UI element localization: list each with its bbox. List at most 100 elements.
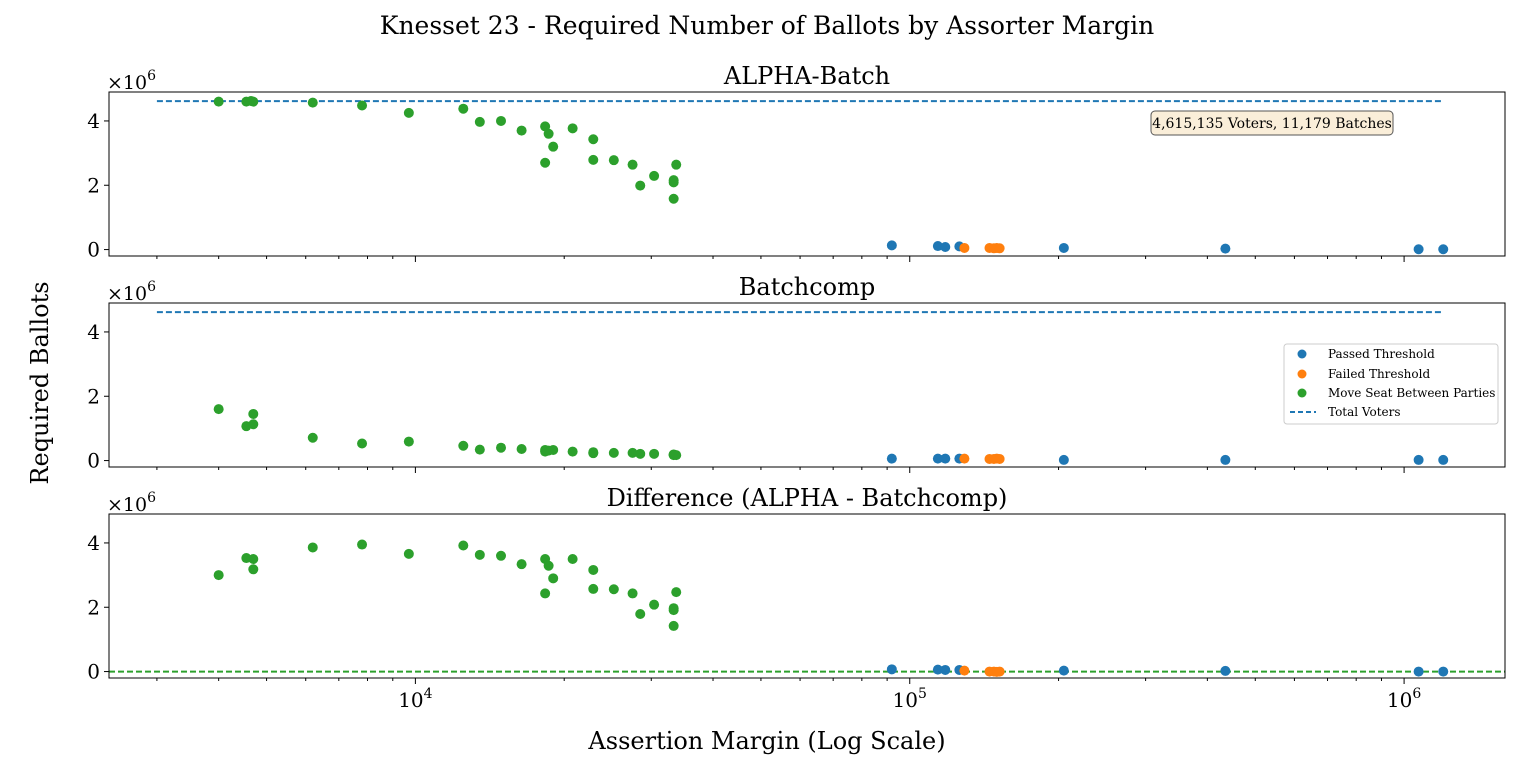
move-point — [357, 539, 368, 550]
move-point — [588, 154, 599, 165]
x-tick-label: 105 — [893, 686, 927, 712]
move-point — [627, 588, 638, 599]
legend-move-label: Move Seat Between Parties — [1328, 386, 1495, 400]
legend-failed-marker — [1297, 369, 1307, 379]
legend-passed-marker — [1297, 349, 1307, 359]
move-point — [567, 123, 578, 134]
y-axis-label: Required Ballots — [26, 281, 54, 484]
failed-point — [994, 453, 1005, 464]
panel-title: Difference (ALPHA - Batchcomp) — [607, 484, 1008, 512]
y-tick-label: 2 — [87, 173, 100, 197]
legend-failed-label: Failed Threshold — [1328, 367, 1430, 381]
move-point — [671, 450, 682, 461]
move-point — [248, 554, 259, 565]
failed-point — [994, 243, 1005, 254]
y-offset-label: ×106 — [107, 490, 156, 516]
move-point — [496, 442, 507, 453]
passed-point — [932, 241, 943, 252]
passed-point — [1438, 454, 1449, 465]
move-point — [548, 444, 559, 455]
passed-point — [1058, 454, 1069, 465]
passed-point — [886, 453, 897, 464]
y-tick-label: 2 — [87, 595, 100, 619]
move-point — [543, 128, 554, 139]
move-point — [548, 573, 559, 584]
passed-point — [940, 241, 951, 252]
passed-point — [1058, 242, 1069, 253]
passed-point — [1413, 454, 1424, 465]
panel-1: ALPHA-Batch ×106 0 2 4 — [87, 62, 1506, 262]
move-point — [516, 125, 527, 136]
move-point — [307, 542, 318, 553]
panels: ALPHA-Batch×106024Batchcomp×106024Differ… — [87, 62, 1506, 712]
passed-point — [1413, 244, 1424, 255]
move-point — [248, 564, 259, 575]
move-point — [668, 605, 679, 616]
move-point — [474, 444, 485, 455]
panel-title: ALPHA-Batch — [723, 62, 890, 90]
move-point — [516, 559, 527, 570]
move-point — [649, 170, 660, 181]
passed-point — [932, 453, 943, 464]
move-point — [357, 100, 368, 111]
passed-point — [1220, 665, 1231, 676]
move-point — [627, 159, 638, 170]
move-point — [307, 432, 318, 443]
move-point — [635, 448, 646, 459]
move-point — [496, 115, 507, 126]
move-point — [671, 159, 682, 170]
y-tick-label: 4 — [87, 320, 100, 344]
move-point — [248, 419, 259, 430]
move-point — [403, 107, 414, 118]
move-point — [608, 155, 619, 166]
y-offset-label: ×106 — [107, 68, 156, 94]
move-point — [458, 440, 469, 451]
move-point — [649, 599, 660, 610]
failed-point — [959, 453, 970, 464]
move-point — [458, 540, 469, 551]
panel-3: Difference (ALPHA - Batchcomp) ×106 0 2 4 104… — [87, 484, 1506, 712]
move-point — [213, 96, 224, 107]
y-offset-label: ×106 — [107, 279, 156, 305]
panel-frame — [108, 513, 1506, 679]
move-point — [649, 448, 660, 459]
move-point — [474, 549, 485, 560]
passed-point — [932, 664, 943, 675]
passed-point — [1438, 244, 1449, 255]
y-tick-label: 4 — [87, 531, 100, 555]
move-point — [668, 193, 679, 204]
passed-point — [940, 453, 951, 464]
move-point — [543, 560, 554, 571]
figure-title: Knesset 23 - Required Number of Ballots … — [380, 11, 1154, 40]
move-point — [567, 446, 578, 457]
move-point — [403, 548, 414, 559]
move-point — [588, 564, 599, 575]
move-point — [403, 436, 414, 447]
move-point — [474, 116, 485, 127]
passed-point — [886, 664, 897, 675]
move-point — [540, 588, 551, 599]
panel-2: Batchcomp ×106 0 2 4 — [87, 273, 1506, 473]
move-point — [588, 448, 599, 459]
legend-box — [1283, 343, 1499, 425]
move-point — [307, 97, 318, 108]
failed-point — [959, 665, 970, 676]
x-tick-label: 104 — [398, 686, 432, 712]
move-point — [671, 587, 682, 598]
move-point — [668, 620, 679, 631]
move-point — [668, 177, 679, 188]
move-point — [588, 583, 599, 594]
move-point — [496, 550, 507, 561]
x-tick-label: 106 — [1387, 686, 1421, 712]
annotation-text: 4,615,135 Voters, 11,179 Batches — [1152, 116, 1392, 132]
passed-point — [886, 240, 897, 251]
move-point — [248, 408, 259, 419]
x-axis-label: Assertion Margin (Log Scale) — [587, 727, 945, 755]
y-tick-label: 2 — [87, 384, 100, 408]
panel-frame — [108, 302, 1506, 468]
passed-point — [1058, 665, 1069, 676]
legend: Passed Threshold Failed Threshold Move S… — [1283, 343, 1499, 425]
move-point — [516, 443, 527, 454]
panel-title: Batchcomp — [739, 273, 876, 301]
